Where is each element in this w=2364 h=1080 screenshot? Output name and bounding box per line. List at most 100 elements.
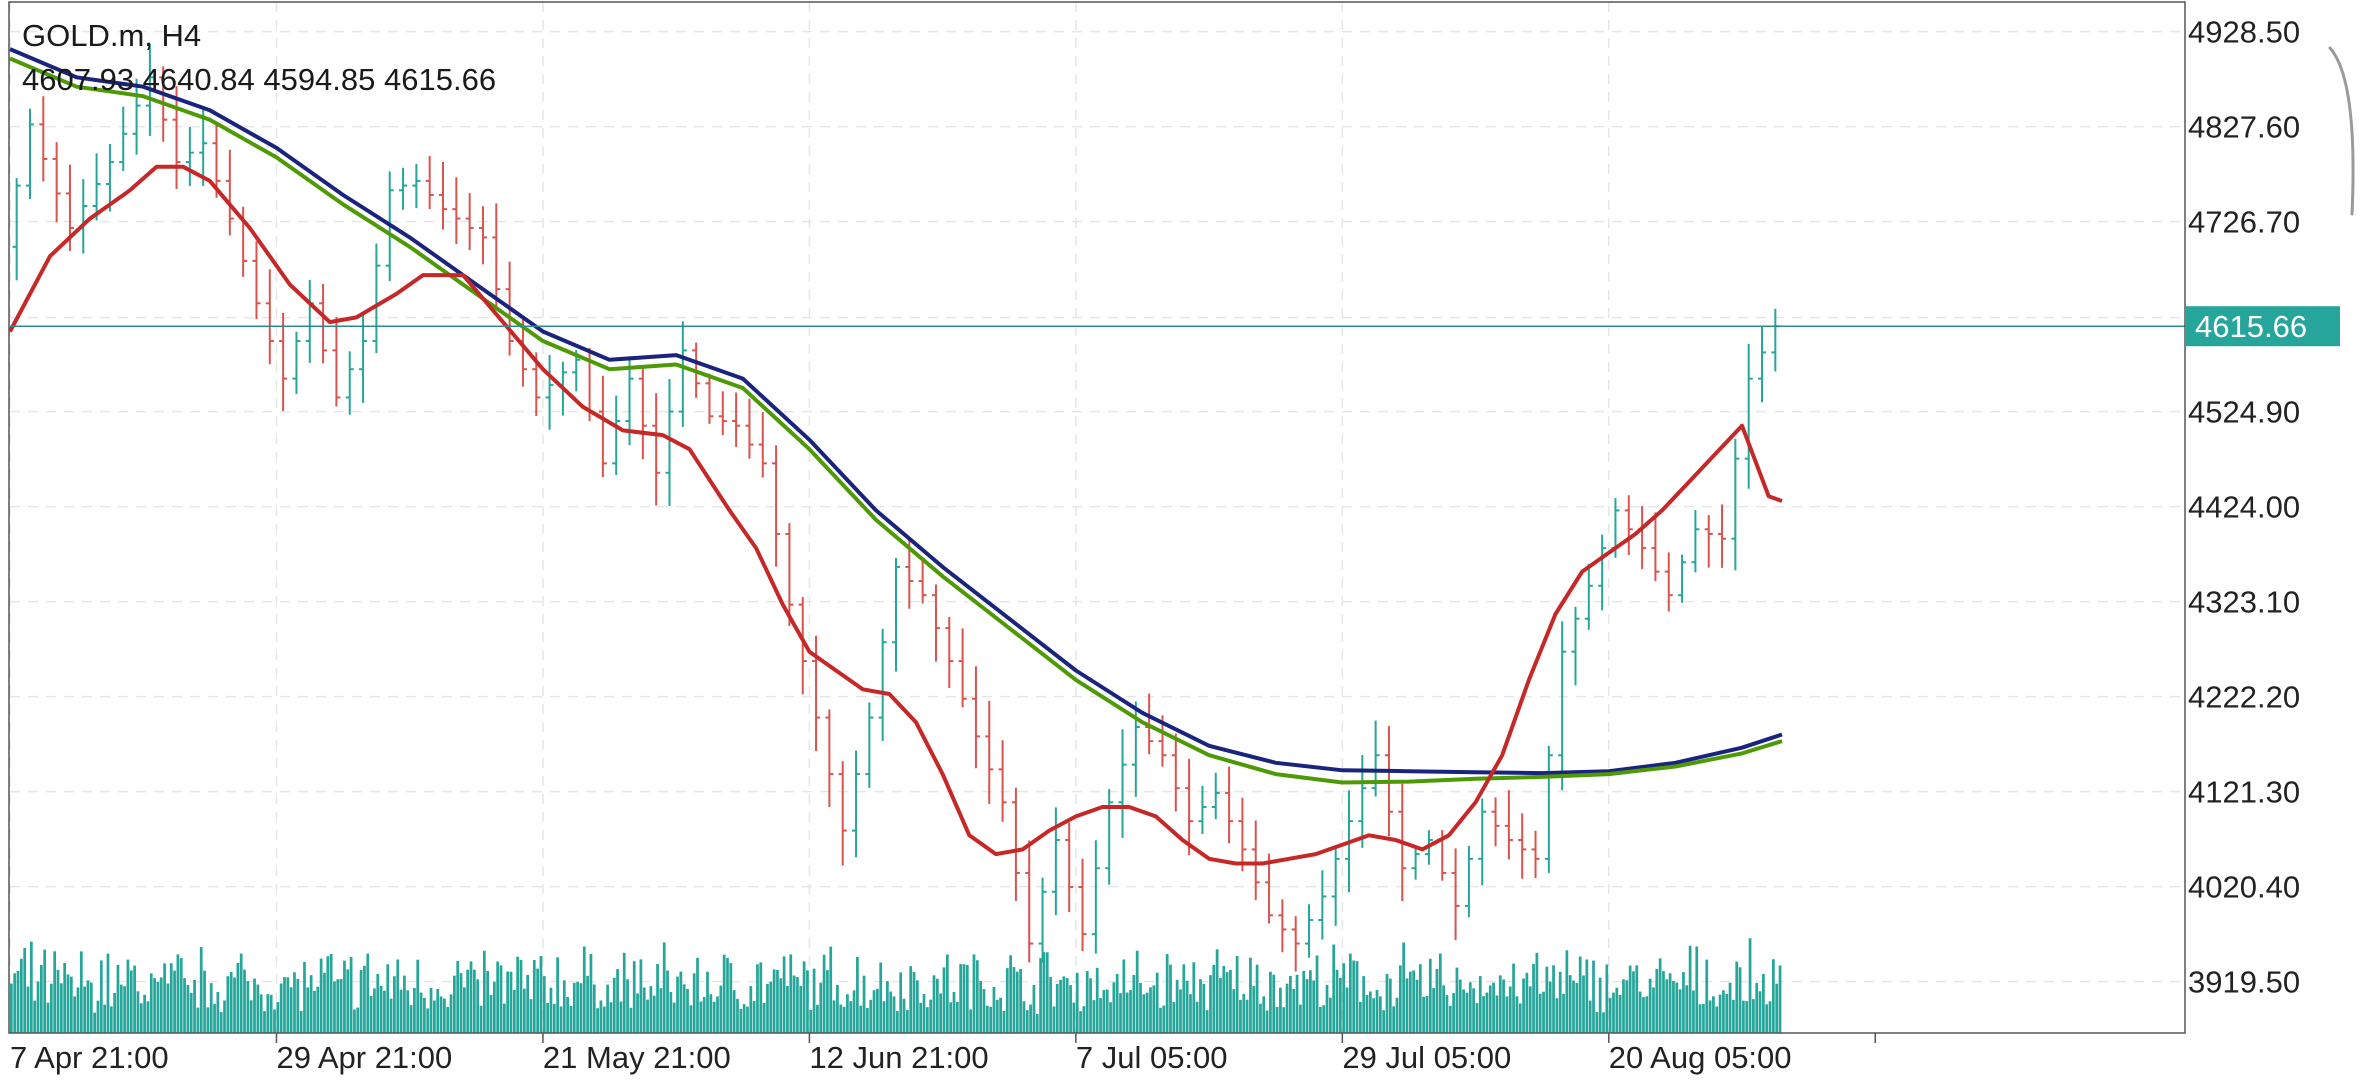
time-tick-label: 7 Jul 05:00 [1076, 1040, 1228, 1075]
volume-bar [366, 953, 370, 1033]
volume-bar [486, 970, 490, 1033]
volume-bar [669, 992, 673, 1033]
volume-bar [609, 1002, 613, 1033]
volume-bar [236, 962, 240, 1033]
volume-bar [472, 969, 476, 1033]
volume-bar [1735, 961, 1739, 1033]
volume-bar [1555, 998, 1559, 1033]
volume-bar [349, 956, 353, 1033]
volume-bar [1149, 987, 1152, 1033]
volume-bar [446, 1006, 450, 1033]
volume-bar [712, 1001, 716, 1033]
volume-bar [1145, 992, 1149, 1033]
volume-bar [589, 954, 593, 1033]
volume-bar [746, 1006, 749, 1033]
volume-bar [1458, 979, 1462, 1033]
volume-bar [1019, 968, 1022, 1033]
volume-bar [1335, 969, 1339, 1033]
volume-bar [546, 1003, 549, 1033]
volume-bar [945, 954, 949, 1033]
volume-bar [556, 957, 559, 1033]
volume-bar [662, 942, 666, 1033]
volume-bar [316, 986, 320, 1033]
volume-bar [1425, 996, 1429, 1033]
volume-bar [93, 1012, 97, 1033]
price-tick-label: 4827.60 [2188, 110, 2300, 145]
volume-bar [1242, 993, 1246, 1033]
ma-fast-line [8, 164, 1783, 866]
volume-bar [975, 960, 979, 1033]
volume-bar [1362, 976, 1366, 1033]
volume-bar [1538, 993, 1542, 1033]
volume-bar [76, 987, 80, 1033]
volume-bar [1085, 971, 1089, 1033]
volume-bar [626, 979, 629, 1033]
volume-bar [1355, 961, 1359, 1033]
price-tick-label: 4524.90 [2188, 395, 2300, 430]
volume-bar [1705, 959, 1709, 1033]
volume-bar [189, 992, 193, 1033]
volume-bar [809, 1010, 813, 1033]
price-tick-label: 4424.00 [2188, 490, 2300, 525]
volume-bar [39, 965, 43, 1033]
volume-bar [952, 992, 956, 1033]
volume-bar [766, 983, 769, 1033]
ohlc-bars [12, 43, 1780, 972]
volume-bar [1275, 1006, 1279, 1033]
volume-bar [1565, 950, 1569, 1033]
volume-bar [1225, 972, 1229, 1033]
volume-bar [1082, 1006, 1086, 1033]
volume-bar [453, 975, 456, 1033]
volume-bar [1009, 955, 1012, 1033]
volume-bar [33, 1000, 37, 1033]
volume-bar [346, 969, 350, 1033]
volume-bar [995, 999, 999, 1033]
volume-bar [572, 982, 576, 1033]
volume-bar [1612, 992, 1615, 1033]
time-axis[interactable]: 7 Apr 21:00 29 Apr 21:00 21 May 21:00 12 Ju… [10, 1033, 1877, 1075]
volume-bar [539, 955, 543, 1033]
volume-bar [955, 1001, 959, 1033]
volume-bar [1528, 986, 1532, 1033]
volume-bar [406, 990, 410, 1033]
volume-bar [706, 971, 709, 1033]
volume-bar [1398, 965, 1402, 1033]
volume-bar [359, 969, 363, 1033]
last-price-tag [2186, 306, 2340, 347]
volume-bar [912, 972, 916, 1033]
volume-bar [213, 1003, 216, 1033]
volume-bar [19, 958, 23, 1033]
volume-bar [86, 980, 90, 1033]
scroll-handle-icon[interactable] [2328, 46, 2355, 216]
volume-bar [1059, 979, 1062, 1033]
volume-bar [1568, 975, 1572, 1033]
volume-bar [782, 956, 786, 1033]
volume-bar [1069, 985, 1072, 1033]
volume-bar [1105, 989, 1109, 1033]
volume-bar [769, 981, 773, 1033]
volume-bar [459, 973, 463, 1033]
volume-bar [1662, 971, 1665, 1033]
volume-bar [1642, 997, 1645, 1033]
time-tick-label: 7 Apr 21:00 [10, 1040, 169, 1075]
plot-frame [8, 1, 2186, 1034]
volume-bar [1598, 977, 1602, 1033]
volume-bar [596, 1008, 599, 1033]
volume-bar [376, 973, 380, 1033]
volume-bar [1039, 958, 1042, 1033]
volume-bar [1049, 977, 1052, 1033]
volume-bar [982, 989, 986, 1033]
volume-bar [905, 1009, 909, 1033]
volume-bar [1025, 1010, 1029, 1033]
volume-bar [1725, 994, 1729, 1033]
volume-bar [53, 951, 57, 1033]
volume-bar [1035, 1013, 1039, 1033]
volume-bar [1392, 1006, 1396, 1033]
volume-bar [423, 997, 426, 1033]
price-axis[interactable]: 4928.504827.604726.704624.804524.904424.… [2186, 15, 2340, 1000]
volume-bar [156, 981, 160, 1033]
volume-bar [1375, 989, 1379, 1033]
volume-bar [123, 986, 126, 1033]
volume-bar [353, 1009, 356, 1033]
